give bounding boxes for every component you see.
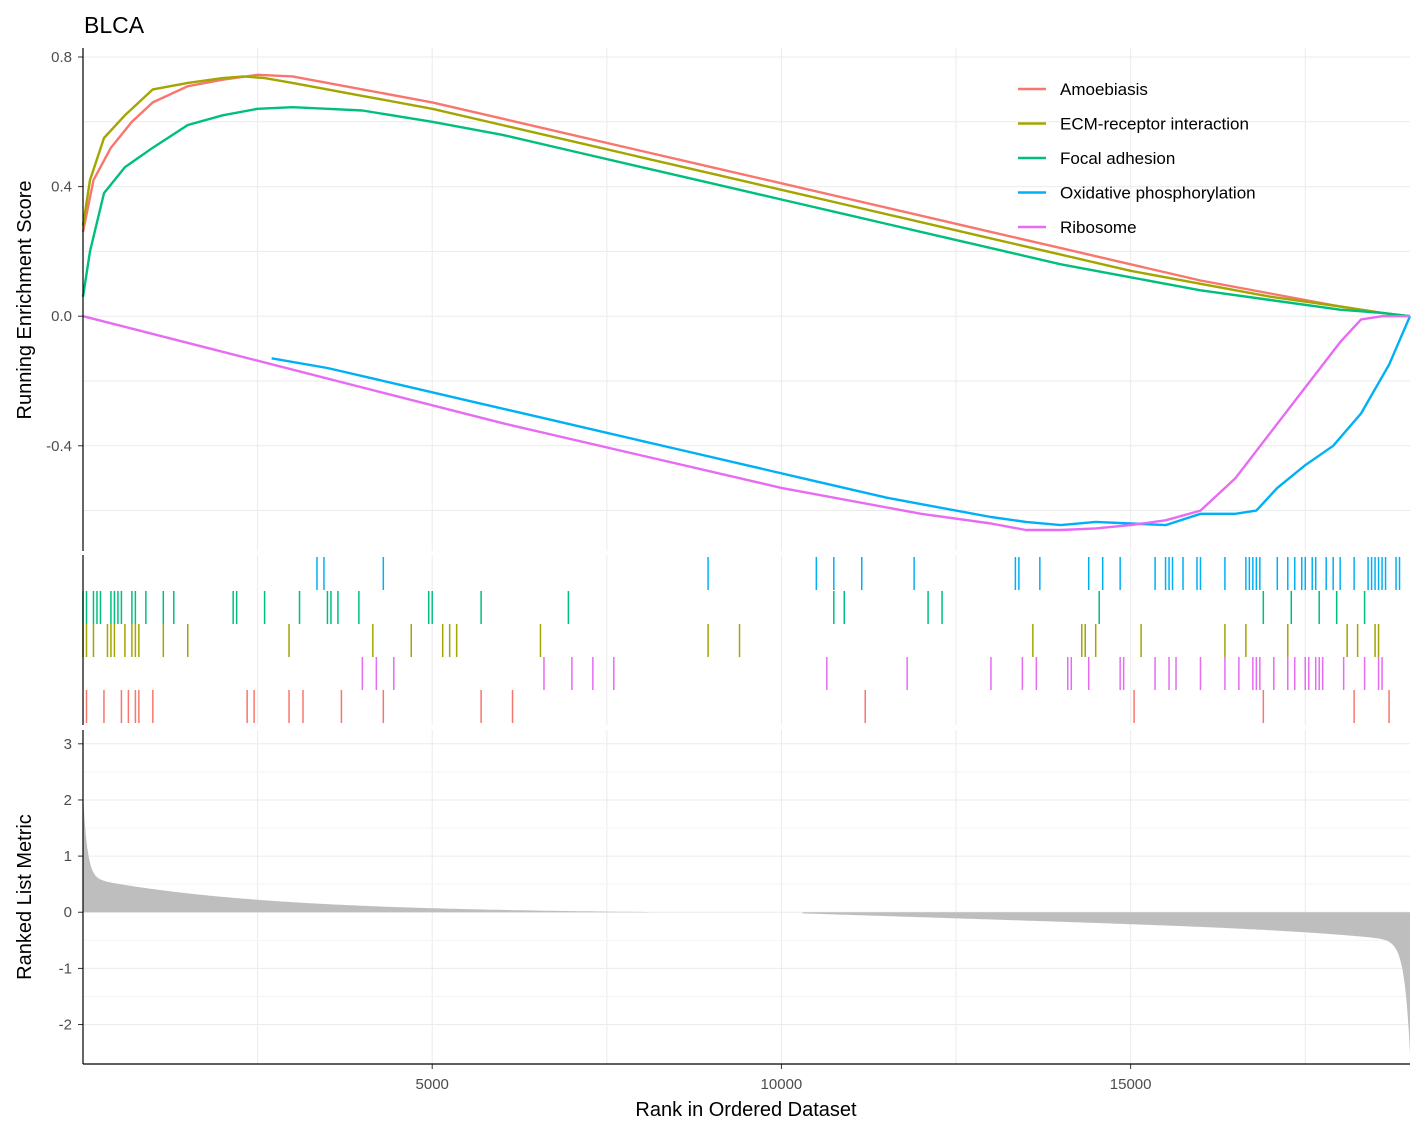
x-tick-label: 15000 — [1110, 1076, 1152, 1093]
hit-row-ribosome — [361, 657, 1383, 690]
enrichment-gridlines — [83, 48, 1410, 551]
enrichment-y-axis-title: Running Enrichment Score — [14, 180, 36, 419]
hits-gridlines — [257, 555, 1306, 725]
hit-row-ecm-receptor-interaction — [82, 624, 1380, 657]
hits-panel — [82, 555, 1401, 725]
series-line-oxidative-phosphorylation — [271, 315, 1412, 527]
y-tick-label: -0.4 — [46, 438, 72, 455]
hit-row-focal-adhesion — [82, 591, 1366, 624]
legend-label: Focal adhesion — [1060, 149, 1175, 168]
enrichment-panel: 0.8 0.4 0.0 -0.4 Running Enrichment Score — [14, 48, 1412, 551]
y-tick-label: 3 — [64, 736, 72, 753]
y-tick-label: -1 — [59, 960, 72, 977]
ranked-metric-area — [83, 793, 1410, 1054]
ranked-positive-area — [83, 793, 649, 913]
hit-rows — [82, 557, 1401, 723]
ranked-panel: 3 2 1 0 -1 -2 5000 10000 15000 Ranked List Metr… — [14, 730, 1410, 1121]
ranked-y-ticks: 3 2 1 0 -1 -2 — [59, 736, 83, 1034]
x-tick-label: 10000 — [761, 1076, 803, 1093]
series-line-ecm-receptor-interaction — [81, 75, 1411, 318]
y-tick-label: 1 — [64, 848, 72, 865]
y-tick-label: 0.0 — [51, 308, 72, 325]
enrichment-lines — [81, 73, 1412, 532]
y-tick-label: 0.4 — [51, 179, 72, 196]
legend-label: ECM-receptor interaction — [1060, 115, 1249, 134]
series-line-ribosome — [82, 315, 1410, 532]
x-tick-label: 5000 — [416, 1076, 449, 1093]
hit-row-oxidative-phosphorylation — [316, 557, 1401, 590]
enrichment-y-ticks: 0.8 0.4 0.0 -0.4 — [46, 49, 83, 455]
ranked-y-axis-title: Ranked List Metric — [14, 814, 36, 980]
y-tick-label: -2 — [59, 1017, 72, 1034]
series-line-amoebiasis — [81, 73, 1411, 318]
hit-row-amoebiasis — [85, 690, 1390, 723]
series-line-focal-adhesion — [81, 105, 1411, 318]
chart-title: BLCA — [84, 12, 145, 38]
legend: Amoebiasis ECM-receptor interaction Focal … — [1018, 80, 1256, 237]
legend-label: Amoebiasis — [1060, 80, 1148, 99]
y-tick-label: 0.8 — [51, 49, 72, 66]
ranked-gridlines — [83, 730, 1410, 1064]
y-tick-label: 2 — [64, 792, 72, 809]
y-tick-label: 0 — [64, 904, 72, 921]
x-axis-ticks: 5000 10000 15000 — [416, 1064, 1152, 1093]
legend-label: Ribosome — [1060, 218, 1137, 237]
ranked-negative-area — [802, 912, 1410, 1054]
legend-label: Oxidative phosphorylation — [1060, 184, 1256, 203]
x-axis-title: Rank in Ordered Dataset — [635, 1099, 857, 1121]
